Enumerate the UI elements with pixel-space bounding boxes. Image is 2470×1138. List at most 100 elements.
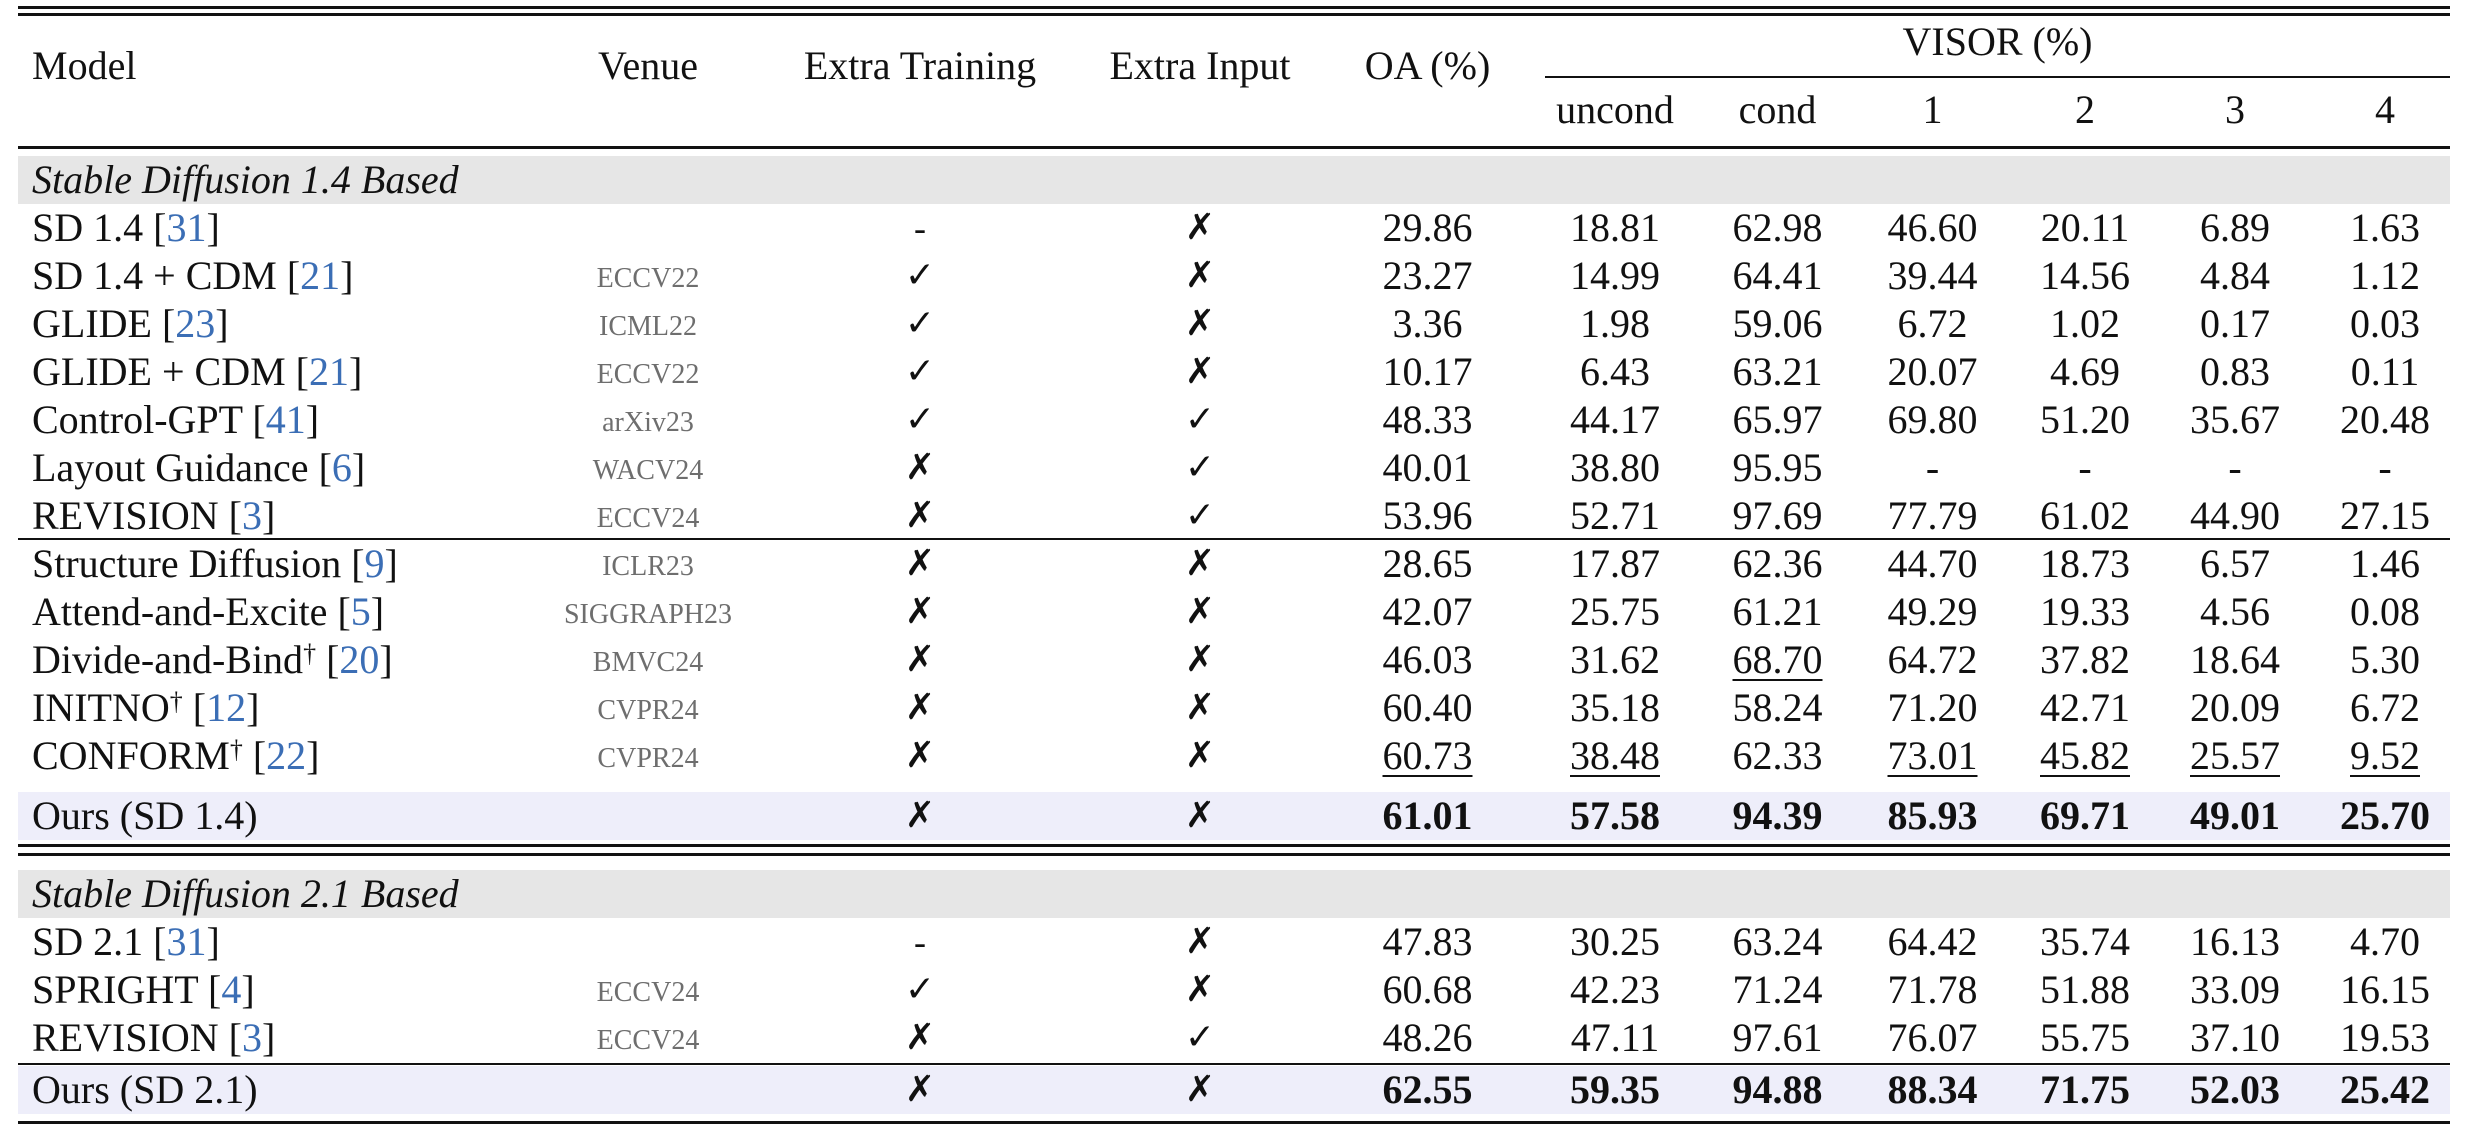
extra-input-mark: ✗	[1184, 969, 1216, 1010]
v2-cell: 35.74	[2010, 918, 2160, 966]
table-row: Structure Diffusion [9] ICLR23 ✗ ✗ 28.65 17.8…	[0, 540, 2470, 588]
v1-cell: 49.29	[1855, 588, 2010, 636]
visor-rule	[1545, 76, 2450, 78]
v3-value: 52.03	[2190, 1067, 2280, 1112]
section-title-2: Stable Diffusion 2.1 Based	[32, 871, 459, 916]
venue-cell: ECCV24	[596, 1025, 700, 1056]
v2-cell: 42.71	[2010, 684, 2160, 732]
v2-value: 51.20	[2040, 397, 2130, 442]
v4-value: 1.63	[2350, 205, 2420, 250]
citation-link: 6	[331, 445, 352, 490]
citation-link: 12	[206, 685, 247, 730]
model-name: GLIDE + CDM	[32, 349, 296, 394]
oa-cell: 40.01	[1335, 444, 1520, 492]
table-row: CONFORM† [22] CVPR24 ✗ ✗ 60.73 38.48 62.33 73.0…	[0, 732, 2470, 780]
v1-cell: 64.42	[1855, 918, 2010, 966]
extra-training-mark: ✗	[904, 495, 936, 536]
model-name: CONFORM	[32, 733, 230, 778]
section-divider	[18, 844, 2450, 847]
v2-cell: 1.02	[2010, 300, 2160, 348]
v1-value: 64.72	[1887, 637, 1978, 682]
venue-cell	[540, 918, 756, 966]
oa-value: 61.01	[1382, 793, 1473, 838]
uncond-cell: 30.25	[1545, 918, 1685, 966]
header-oa: OA (%)	[1364, 43, 1491, 88]
uncond-cell: 57.58	[1545, 792, 1685, 840]
extra-input-mark: ✓	[1184, 447, 1216, 488]
model-cell: Layout Guidance [6]	[32, 445, 366, 490]
v2-cell: 20.11	[2010, 204, 2160, 252]
venue-cell: ECCV24	[596, 503, 700, 534]
oa-value: 40.01	[1382, 445, 1473, 490]
v4-value: 0.11	[2350, 349, 2420, 394]
cond-value: 94.88	[1732, 1067, 1823, 1112]
extra-input-mark: ✗	[1184, 591, 1216, 632]
cond-cell: 62.98	[1700, 204, 1855, 252]
v3-cell: 25.57	[2160, 732, 2310, 780]
cond-cell: 94.88	[1700, 1066, 1855, 1114]
header-extra-training: Extra Training	[803, 43, 1037, 88]
v1-value: 44.70	[1887, 541, 1978, 586]
uncond-value: 17.87	[1570, 541, 1660, 586]
venue-cell: SIGGRAPH23	[563, 599, 733, 630]
v2-value: 37.82	[2040, 637, 2130, 682]
v3-value: 25.57	[2190, 733, 2280, 778]
oa-cell: 28.65	[1335, 540, 1520, 588]
uncond-cell: 14.99	[1545, 252, 1685, 300]
v3-value: 0.83	[2200, 349, 2270, 394]
model-cell: REVISION [3]	[32, 1015, 276, 1060]
v2-cell: 51.20	[2010, 396, 2160, 444]
cond-cell: 62.33	[1700, 732, 1855, 780]
uncond-value: 31.62	[1570, 637, 1660, 682]
v3-value: 4.84	[2200, 253, 2270, 298]
v2-cell: 18.73	[2010, 540, 2160, 588]
uncond-value: 52.71	[1570, 493, 1660, 538]
v2-cell: 51.88	[2010, 966, 2160, 1014]
v1-cell: 76.07	[1855, 1014, 2010, 1062]
v1-cell: 77.79	[1855, 492, 2010, 540]
cond-cell: 94.39	[1700, 792, 1855, 840]
ours-row: Ours (SD 2.1) ✗ ✗ 62.55 59.35 94.88 88.34 71.75…	[0, 1066, 2470, 1114]
v4-cell: 0.08	[2310, 588, 2460, 636]
top-rule-2	[18, 13, 2450, 16]
v1-value: 71.78	[1887, 967, 1978, 1012]
v2-cell: 55.75	[2010, 1014, 2160, 1062]
v4-cell: 1.63	[2310, 204, 2460, 252]
v3-cell: 18.64	[2160, 636, 2310, 684]
cond-cell: 95.95	[1700, 444, 1855, 492]
venue-cell: CVPR24	[597, 695, 699, 726]
v4-value: -	[2378, 445, 2392, 490]
uncond-cell: 31.62	[1545, 636, 1685, 684]
uncond-value: 18.81	[1570, 205, 1660, 250]
v2-cell: 19.33	[2010, 588, 2160, 636]
cond-cell: 58.24	[1700, 684, 1855, 732]
v1-cell: 6.72	[1855, 300, 2010, 348]
v3-value: 6.89	[2200, 205, 2270, 250]
extra-input-mark: ✗	[1184, 255, 1216, 296]
v4-cell: 25.42	[2310, 1066, 2460, 1114]
v3-cell: 6.57	[2160, 540, 2310, 588]
extra-input-mark: ✗	[1184, 351, 1216, 392]
v4-cell: 27.15	[2310, 492, 2460, 540]
uncond-value: 42.23	[1570, 967, 1660, 1012]
v1-value: 77.79	[1887, 493, 1978, 538]
v3-cell: 0.83	[2160, 348, 2310, 396]
model-name: SD 2.1	[32, 919, 154, 964]
venue-cell: BMVC24	[592, 647, 704, 678]
model-cell: GLIDE [23]	[32, 301, 229, 346]
v3-value: 4.56	[2200, 589, 2270, 634]
venue-cell: CVPR24	[597, 743, 699, 774]
header-extra-input: Extra Input	[1109, 43, 1291, 88]
v1-cell: 71.20	[1855, 684, 2010, 732]
model-name: Ours (SD 1.4)	[32, 793, 258, 838]
header-visor: VISOR (%)	[1902, 19, 2093, 64]
v4-value: 20.48	[2340, 397, 2430, 442]
section-band-2: Stable Diffusion 2.1 Based	[18, 870, 2450, 918]
v1-value: 46.60	[1887, 205, 1978, 250]
v1-value: 49.29	[1887, 589, 1978, 634]
uncond-cell: 52.71	[1545, 492, 1685, 540]
v4-cell: 1.12	[2310, 252, 2460, 300]
citation-link: 22	[266, 733, 307, 778]
cond-value: 61.21	[1732, 589, 1823, 634]
oa-cell: 46.03	[1335, 636, 1520, 684]
